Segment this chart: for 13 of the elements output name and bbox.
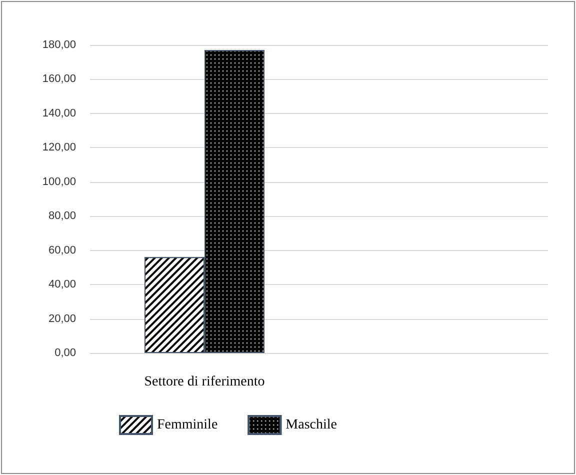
y-tick-label: 120,00 — [42, 142, 76, 154]
y-tick-label: 0,00 — [54, 347, 76, 359]
y-tick-label: 40,00 — [48, 278, 76, 291]
y-tick-label: 160,00 — [42, 73, 76, 86]
legend-label: Maschile — [286, 418, 337, 432]
y-tick-label: 140,00 — [42, 107, 76, 120]
legend-label: Femminile — [157, 418, 218, 432]
y-tick-label: 20,00 — [48, 312, 76, 325]
y-tick-label: 180,00 — [42, 39, 76, 51]
x-tick-label: Settore di riferimento — [144, 374, 265, 390]
y-tick-label: 60,00 — [48, 244, 76, 256]
y-tick-label: 80,00 — [48, 210, 76, 222]
y-tick-label: 100,00 — [42, 176, 76, 188]
